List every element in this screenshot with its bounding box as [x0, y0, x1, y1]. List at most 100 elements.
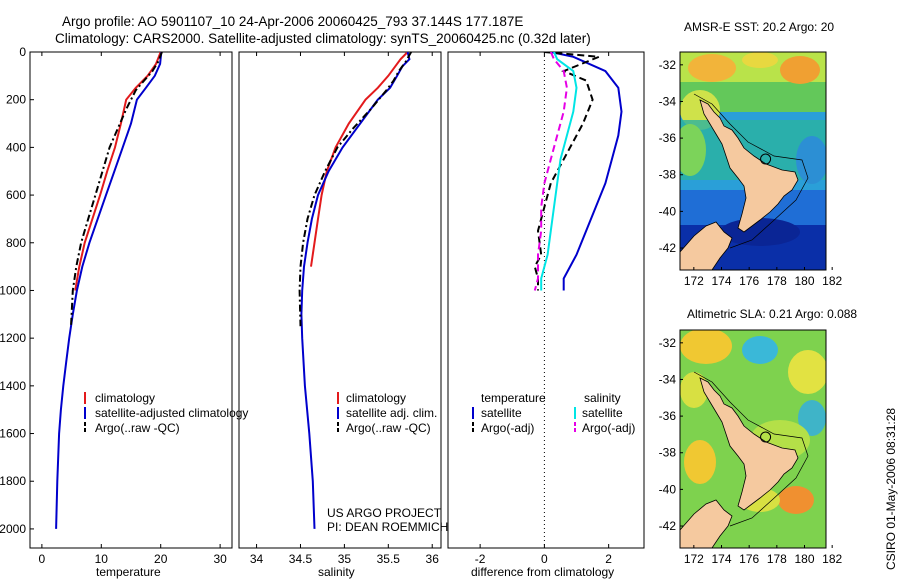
salinity-x-label: salinity [318, 565, 355, 579]
difference-legend: temperature salinity satellite Argo(-adj… [472, 391, 635, 435]
depth-tick-label: 800 [6, 236, 26, 250]
salinity-legend-climatology: climatology [346, 391, 406, 405]
sst-map-y-tick-label: -36 [659, 131, 677, 145]
temperature-legend-climatology: climatology [95, 391, 155, 405]
difference-legend-temperature-heading: temperature [481, 391, 546, 405]
temperature-x-ticks: 0 10 20 30 [39, 52, 227, 566]
temperature-series-1 [55, 52, 163, 529]
sla-map-x-tick-label: 180 [794, 552, 814, 566]
sst-map-x-tick-label: 182 [822, 274, 842, 288]
sst-map-x-tick-label: 174 [711, 274, 731, 288]
sst-map-y-tick-label: -42 [659, 241, 677, 255]
sst-map-field [680, 52, 826, 270]
sst-map: AMSR-E SST: 20.2 Argo: 20 172 174 176 178 18… [659, 20, 843, 288]
depth-tick-label: 1400 [0, 379, 26, 393]
difference-series-0 [550, 52, 623, 291]
temperature-lines [55, 52, 163, 529]
difference-series-2 [540, 52, 578, 291]
temperature-series-2 [70, 52, 163, 327]
depth-tick-label: 1800 [0, 474, 26, 488]
depth-tick-label: 1600 [0, 427, 26, 441]
sst-map-land [699, 99, 799, 233]
sla-map-contour [693, 371, 809, 527]
salinity-x-tick-label: 35.5 [377, 552, 401, 566]
header-line-1: Argo profile: AO 5901107_10 24-Apr-2006 … [62, 14, 523, 29]
sla-map-y-tick-label: -38 [659, 446, 677, 460]
sst-profile-marker [760, 153, 772, 165]
difference-x-tick-label: 0 [541, 552, 548, 566]
difference-lines [533, 52, 623, 291]
temperature-x-label: temperature [96, 565, 161, 579]
temperature-legend-satellite: satellite-adjusted climatology [95, 406, 248, 420]
sla-map-y-tick-label: -42 [659, 519, 677, 533]
sst-map-x-tick-label: 180 [794, 274, 814, 288]
difference-series-1 [533, 52, 600, 291]
sst-map-y-tick-label: -38 [659, 168, 677, 182]
sst-map-y-tick-label: -40 [659, 204, 677, 218]
sst-map-south-island [680, 221, 733, 270]
salinity-legend-argo: Argo(..raw -QC) [346, 421, 431, 435]
sla-map-y-tick-label: -32 [659, 336, 677, 350]
salinity-lines [298, 52, 412, 529]
sla-map-y-tick-label: -40 [659, 482, 677, 496]
sla-profile-marker [760, 431, 772, 443]
sla-map-y-ticks: -32 -34 -36 -38 -40 -42 [659, 336, 683, 533]
sla-map-title: Altimetric SLA: 0.21 Argo: 0.088 [687, 307, 857, 321]
salinity-x-tick-label: 35 [338, 552, 352, 566]
sst-map-y-tick-label: -34 [659, 94, 677, 108]
salinity-x-ticks: 34 34.5 35 35.5 36 [250, 52, 439, 566]
temperature-x-tick-label: 0 [39, 552, 46, 566]
difference-x-tick-label: -2 [475, 552, 486, 566]
depth-tick-label: 0 [19, 45, 26, 59]
salinity-series-2 [298, 52, 412, 327]
sla-map-x-ticks: 172 174 176 178 180 182 [684, 545, 842, 566]
sst-map-x-ticks: 172 174 176 178 180 182 [684, 267, 842, 288]
salinity-series-1 [300, 52, 411, 529]
difference-panel: -2 0 2 difference from climatology tempera… [447, 51, 645, 579]
project-credit: US ARGO PROJECT [327, 506, 442, 520]
difference-series-3 [533, 52, 568, 291]
temperature-x-tick-label: 20 [154, 552, 168, 566]
depth-tick-label: 200 [6, 93, 26, 107]
depth-tick-label: 400 [6, 140, 26, 154]
sst-map-title: AMSR-E SST: 20.2 Argo: 20 [684, 20, 834, 34]
salinity-x-tick-label: 34 [250, 552, 264, 566]
sst-map-y-tick-label: -32 [659, 58, 677, 72]
header-line-2: Climatology: CARS2000. Satellite-adjuste… [55, 31, 591, 46]
salinity-x-tick-label: 34.5 [289, 552, 313, 566]
temperature-legend: climatology satellite-adjusted climatolo… [84, 391, 248, 435]
sst-map-y-ticks: -32 -34 -36 -38 -40 -42 [659, 58, 683, 255]
difference-x-ticks: -2 0 2 [475, 52, 612, 566]
temperature-y-ticks: 0 200 400 600 800 1000 1200 1400 1600 1800 2000 [0, 45, 34, 536]
salinity-series-0 [310, 52, 409, 267]
sla-map-field [680, 330, 826, 548]
difference-x-tick-label: 2 [605, 552, 612, 566]
difference-legend-temp-satellite: satellite [481, 406, 522, 420]
sla-map-x-tick-label: 174 [711, 552, 731, 566]
temperature-panel: 0 200 400 600 800 1000 1200 1400 1600 1800 2000 0 1… [0, 45, 248, 579]
timestamp-stamp: CSIRO 01-May-2006 08:31:28 [884, 408, 898, 570]
temperature-series-0 [74, 52, 162, 291]
difference-legend-temp-argo: Argo(-adj) [481, 421, 534, 435]
sst-map-x-tick-label: 172 [684, 274, 704, 288]
difference-x-label: difference from climatology [471, 565, 614, 579]
temperature-x-tick-label: 10 [95, 552, 109, 566]
depth-tick-label: 1200 [0, 331, 26, 345]
salinity-panel: 34 34.5 35 35.5 36 salinity climatology sate… [238, 51, 448, 579]
depth-tick-label: 2000 [0, 522, 26, 536]
sla-map-y-tick-label: -36 [659, 409, 677, 423]
depth-tick-label: 600 [6, 188, 26, 202]
sla-map: Altimetric SLA: 0.21 Argo: 0.088 172 174 1… [659, 307, 858, 566]
sla-map-x-tick-label: 172 [684, 552, 704, 566]
difference-legend-salinity-heading: salinity [584, 391, 621, 405]
salinity-legend-satellite: satellite adj. clim. [346, 406, 437, 420]
sst-map-contour [693, 93, 809, 249]
salinity-legend: climatology satellite adj. clim. Argo(..… [337, 391, 437, 435]
sla-map-x-tick-label: 182 [822, 552, 842, 566]
sla-map-south-island [680, 499, 733, 548]
temperature-x-tick-label: 30 [213, 552, 227, 566]
sla-map-x-tick-label: 178 [767, 552, 787, 566]
difference-legend-sal-argo: Argo(-adj) [582, 421, 635, 435]
sst-map-x-tick-label: 178 [767, 274, 787, 288]
